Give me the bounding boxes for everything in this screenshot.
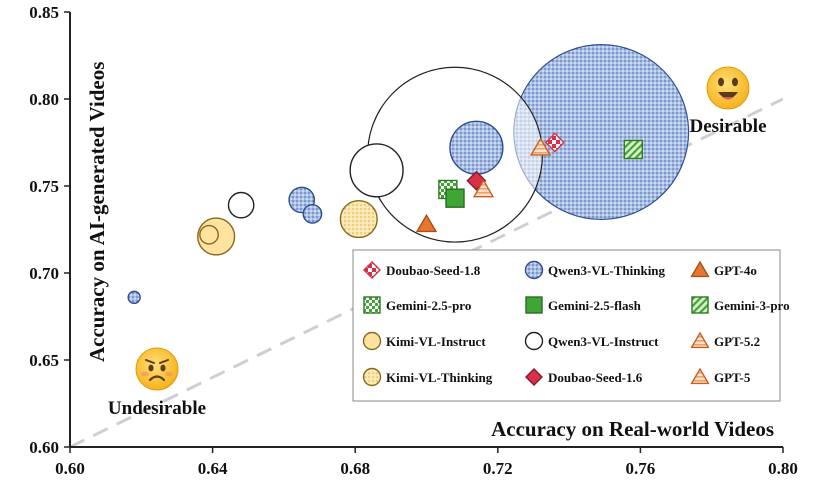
legend-marker-gpt-5-2 <box>690 331 710 349</box>
point-gpt-5 <box>472 179 495 198</box>
legend-marker-gpt-4o <box>690 260 710 278</box>
legend-marker-gpt-5 <box>690 367 710 385</box>
legend-marker-kimi-vl-thinking <box>362 367 382 387</box>
legend-label-kimi-vl-instruct: Kimi-VL-Instruct <box>386 334 486 349</box>
x-tick-label: 0.68 <box>340 459 370 478</box>
legend-label-kimi-vl-thinking: Kimi-VL-Thinking <box>386 370 493 385</box>
legend-marker-doubao-seed-1-6 <box>525 368 543 386</box>
legend-marker-kimi-vl-instruct <box>362 331 382 351</box>
desirable-emoji-icon <box>706 66 750 110</box>
legend-label-gemini-2-5-pro: Gemini-2.5-pro <box>386 298 471 313</box>
legend-marker-qwen3-vl-instruct <box>524 331 544 351</box>
legend-label-gpt-4o: GPT-4o <box>714 263 757 278</box>
legend-label-qwen3-vl-instruct: Qwen3-VL-Instruct <box>548 334 659 349</box>
point-qwen3-vl-instruct <box>349 143 404 198</box>
x-tick-label: 0.76 <box>626 459 656 478</box>
legend-marker-doubao-seed-1-8 <box>363 261 381 279</box>
point-doubao-seed-1-8 <box>544 132 565 153</box>
point-kimi-vl-instruct <box>199 224 219 245</box>
legend-marker-qwen3-vl-thinking <box>524 260 544 280</box>
point-gemini-3-pro <box>623 139 643 160</box>
point-qwen3-vl-instruct <box>227 191 255 219</box>
legend-label-gpt-5: GPT-5 <box>714 370 751 385</box>
x-tick-label: 0.72 <box>483 459 513 478</box>
point-qwen3-vl-thinking <box>302 203 323 224</box>
y-tick-label: 0.65 <box>29 351 59 370</box>
undesirable-emoji-icon <box>135 347 179 391</box>
point-gpt-4o <box>415 213 438 233</box>
y-tick-label: 0.85 <box>29 3 59 22</box>
legend-label-doubao-seed-1-8: Doubao-Seed-1.8 <box>386 263 481 278</box>
legend-marker-gemini-2-5-pro <box>363 296 381 314</box>
y-tick-label: 0.70 <box>29 264 59 283</box>
point-qwen3-vl-thinking <box>449 120 504 175</box>
legend-marker-gemini-2-5-flash <box>525 296 543 314</box>
x-tick-label: 0.64 <box>198 459 228 478</box>
legend-box <box>352 249 781 402</box>
y-tick-label: 0.80 <box>29 90 59 109</box>
undesirable-label: Undesirable <box>108 398 206 419</box>
legend-label-gemini-3-pro: Gemini-3-pro <box>714 298 790 313</box>
legend-label-qwen3-vl-thinking: Qwen3-VL-Thinking <box>548 263 666 278</box>
y-tick-label: 0.75 <box>29 177 59 196</box>
x-axis-label: Accuracy on Real-world Videos <box>491 417 774 441</box>
legend-marker-gemini-3-pro <box>691 296 709 314</box>
point-gemini-2-5-flash <box>445 188 465 208</box>
desirable-label: Desirable <box>689 116 766 137</box>
x-tick-label: 0.60 <box>55 459 85 478</box>
y-axis-label: Accuracy on AI-generated Videos <box>85 62 109 362</box>
point-gpt-5-2 <box>529 137 552 156</box>
point-qwen3-vl-thinking <box>127 290 141 305</box>
y-tick-label: 0.60 <box>29 438 59 457</box>
legend-label-gpt-5-2: GPT-5.2 <box>714 334 760 349</box>
legend-label-doubao-seed-1-6: Doubao-Seed-1.6 <box>548 370 643 385</box>
x-tick-label: 0.80 <box>768 459 798 478</box>
legend: Doubao-Seed-1.8 Qwen3-VL-Thinking GPT-4o Ge… <box>352 249 790 402</box>
point-kimi-vl-thinking <box>339 199 378 239</box>
legend-label-gemini-2-5-flash: Gemini-2.5-flash <box>548 298 642 313</box>
